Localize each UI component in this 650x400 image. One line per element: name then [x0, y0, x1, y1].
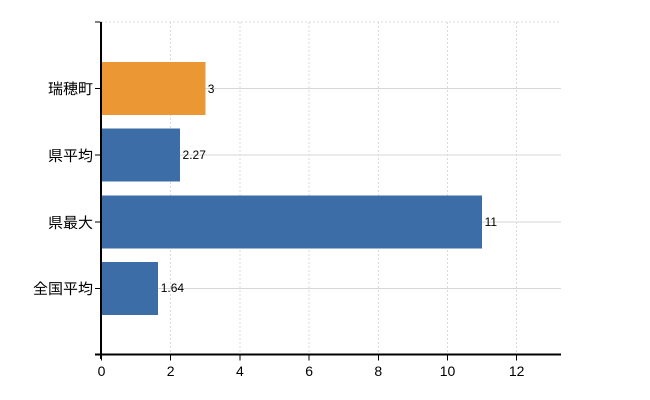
category-label-0: 瑞穂町	[48, 80, 93, 103]
tick-marks	[95, 21, 518, 361]
bar-3	[102, 261, 159, 315]
value-label-0: 3	[207, 81, 215, 96]
x-tick-label-4: 8	[374, 363, 383, 379]
bar-0	[102, 62, 206, 116]
x-tick-label-0: 0	[97, 363, 106, 379]
category-label-2: 県最大	[48, 214, 93, 237]
category-label-2-glyphs	[48, 214, 93, 229]
axes	[95, 22, 561, 359]
x-tick-label-3: 6	[305, 363, 313, 379]
category-label-1: 県平均	[48, 147, 93, 170]
value-label-1: 2.27	[182, 148, 206, 163]
category-label-3-glyphs	[33, 281, 93, 296]
category-label-0-glyphs	[48, 81, 93, 96]
bars	[102, 62, 483, 315]
bar-1	[102, 128, 181, 182]
x-tick-label-6: 12	[508, 363, 525, 379]
category-label-3: 全国平均	[33, 280, 93, 303]
value-label-2: 11	[484, 214, 498, 229]
x-tick-label-2: 4	[235, 363, 244, 379]
bar-2	[102, 195, 483, 249]
vertical-gridlines	[101, 21, 561, 354]
x-tick-label-1: 2	[166, 363, 175, 379]
category-label-1-glyphs	[48, 148, 93, 163]
x-tick-label-5: 10	[439, 363, 456, 379]
value-label-3: 1.64	[160, 281, 185, 296]
